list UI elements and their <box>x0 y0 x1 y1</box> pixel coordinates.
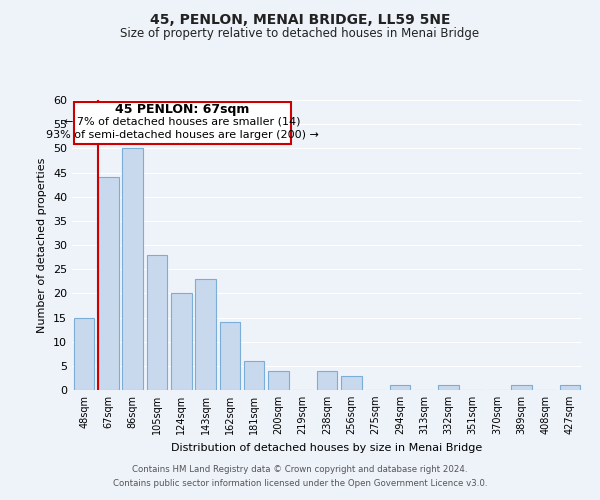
Text: 45 PENLON: 67sqm: 45 PENLON: 67sqm <box>115 103 250 116</box>
Bar <box>268 370 289 390</box>
Text: ← 7% of detached houses are smaller (14): ← 7% of detached houses are smaller (14) <box>64 117 301 127</box>
Bar <box>317 370 337 390</box>
Bar <box>171 294 191 390</box>
Bar <box>74 318 94 390</box>
Bar <box>98 178 119 390</box>
Text: Contains HM Land Registry data © Crown copyright and database right 2024.
Contai: Contains HM Land Registry data © Crown c… <box>113 466 487 487</box>
Bar <box>511 385 532 390</box>
FancyBboxPatch shape <box>74 102 290 144</box>
Bar <box>122 148 143 390</box>
Bar <box>220 322 240 390</box>
Text: Size of property relative to detached houses in Menai Bridge: Size of property relative to detached ho… <box>121 28 479 40</box>
Bar <box>341 376 362 390</box>
Bar <box>195 279 216 390</box>
Text: 45, PENLON, MENAI BRIDGE, LL59 5NE: 45, PENLON, MENAI BRIDGE, LL59 5NE <box>150 12 450 26</box>
Bar <box>146 254 167 390</box>
Bar <box>438 385 459 390</box>
Y-axis label: Number of detached properties: Number of detached properties <box>37 158 47 332</box>
Bar <box>244 361 265 390</box>
Bar <box>560 385 580 390</box>
X-axis label: Distribution of detached houses by size in Menai Bridge: Distribution of detached houses by size … <box>172 442 482 452</box>
Bar <box>389 385 410 390</box>
Text: 93% of semi-detached houses are larger (200) →: 93% of semi-detached houses are larger (… <box>46 130 319 140</box>
